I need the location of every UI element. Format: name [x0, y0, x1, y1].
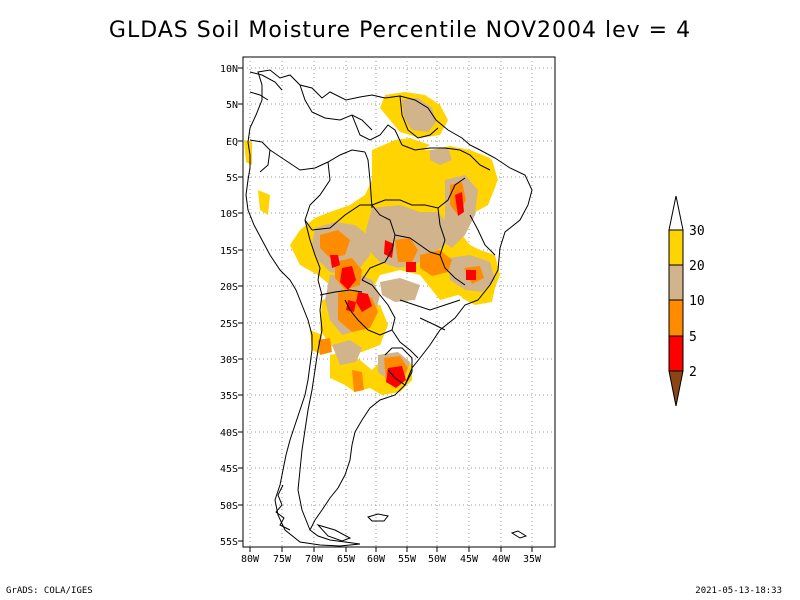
lon-tick-label: 45W [460, 554, 479, 565]
lon-tick-label: 55W [398, 554, 417, 565]
soil-moisture-shading [244, 92, 500, 395]
lon-tick-label: 80W [241, 554, 260, 565]
legend-label: 2 [689, 365, 697, 380]
border-brazil-states-3 [394, 234, 441, 256]
border-brazil-states-7 [419, 317, 446, 331]
falklands [367, 513, 389, 522]
shade-yellow-ne [470, 150, 498, 195]
shade-yellow-guiana [395, 138, 430, 152]
tierra-del-fuego [316, 524, 352, 542]
lon-tick-label: 75W [273, 554, 292, 565]
lat-tick-label: 5S [226, 173, 238, 184]
border-brazil-states-4 [469, 214, 496, 256]
border-bolivia-peru [304, 219, 321, 281]
shade-red-7 [455, 192, 464, 216]
lat-tick-label: 10N [220, 64, 238, 75]
lat-tick-label: 15S [220, 246, 238, 257]
shade-orange-1 [320, 230, 350, 258]
border-chile-argentina [297, 329, 323, 531]
shade-orange-4 [395, 238, 418, 262]
legend-box-2-5 [668, 335, 684, 372]
footer-timestamp: 2021-05-13-18:33 [695, 586, 782, 596]
central-america [249, 71, 283, 101]
shade-yellow-west [258, 190, 270, 215]
legend-box-20-30 [668, 229, 684, 266]
border-brazil-states-1 [371, 177, 466, 209]
lat-tick-label: 30S [220, 355, 238, 366]
lat-tick-label: 55S [220, 537, 238, 548]
coastline [245, 69, 533, 547]
border-ecuador [249, 139, 271, 173]
border-brazil-states-8 [364, 151, 373, 209]
legend-label: 30 [689, 224, 705, 239]
footer-credit: GrADS: COLA/IGES [6, 586, 93, 596]
legend-label: 5 [689, 330, 697, 345]
shade-tan-brazilnorth [430, 148, 452, 165]
legend-label: 10 [689, 294, 705, 309]
shade-orange-9 [352, 370, 364, 392]
shade-red-8 [466, 270, 476, 280]
lat-tick-label: 40S [220, 428, 238, 439]
shade-red-2 [330, 255, 340, 268]
border-chile-bolivia [317, 279, 323, 331]
color-legend: 30 20 10 5 2 [668, 195, 705, 407]
lat-tick-label: 5N [226, 100, 238, 111]
legend-box-10-20 [668, 264, 684, 301]
lon-tick-label: 65W [337, 554, 356, 565]
lon-tick-label: 35W [523, 554, 542, 565]
border-colombia-peru [269, 149, 366, 171]
plot-frame [242, 56, 556, 548]
shade-red-4 [384, 240, 394, 258]
border-peru-brazil [304, 161, 331, 231]
border-argentina-bolivia [319, 289, 363, 296]
legend-bottom-arrow [668, 370, 684, 407]
shade-orange-10 [318, 338, 332, 355]
lat-tick-label: 50S [220, 501, 238, 512]
border-guianas [399, 95, 439, 139]
shade-orange-5 [420, 250, 452, 276]
lat-tick-label: 10S [220, 209, 238, 220]
shade-tan-argentina [332, 340, 362, 365]
legend-box-5-10 [668, 299, 684, 337]
lat-tick-label: 35S [220, 391, 238, 402]
lon-tick-label: 70W [305, 554, 324, 565]
legend-label: 20 [689, 259, 705, 274]
chile-fjords [275, 484, 291, 531]
shade-red-9 [346, 300, 356, 312]
islands-east [510, 530, 528, 539]
border-brazil-bolivia [311, 204, 396, 281]
map-title: GLDAS Soil Moisture Percentile NOV2004 l… [108, 18, 692, 43]
lat-tick-label: 45S [220, 464, 238, 475]
legend-top-arrow [668, 195, 684, 231]
lon-tick-label: 50W [428, 554, 447, 565]
lat-tick-label: 25S [220, 319, 238, 330]
lat-tick-label: 20S [220, 282, 238, 293]
south-america-outline [245, 69, 533, 547]
border-venezuela-brazil [351, 114, 403, 146]
shade-tan-river [380, 278, 420, 302]
shade-red-5 [406, 262, 416, 272]
border-colombia-venezuela [299, 84, 373, 131]
border-brazil-states-6 [399, 299, 461, 311]
shade-yellow-andes [310, 330, 322, 355]
lon-tick-label: 40W [492, 554, 511, 565]
shade-tan-north [402, 98, 436, 132]
border-uruguay [384, 347, 413, 386]
gridlines [243, 57, 555, 547]
lat-tick-label: EQ [226, 137, 238, 148]
shade-red-3 [356, 292, 372, 312]
lon-tick-label: 60W [367, 554, 386, 565]
border-argentina-brazil [391, 329, 419, 359]
shade-red-1 [340, 266, 356, 290]
border-brazil-states-5 [401, 144, 491, 171]
